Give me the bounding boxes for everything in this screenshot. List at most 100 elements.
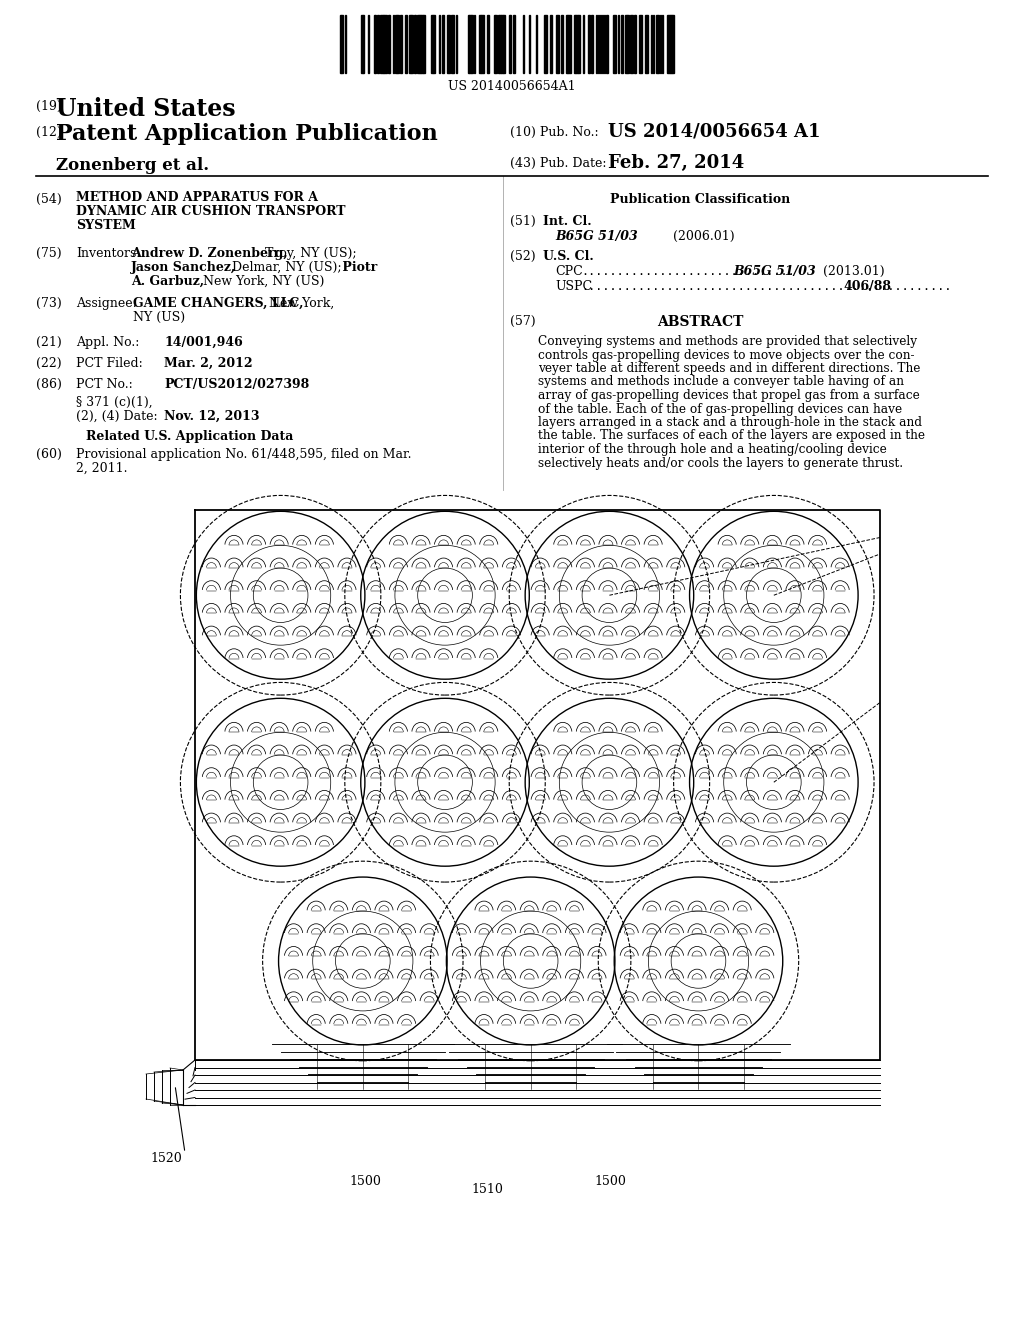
Text: Int. Cl.: Int. Cl. (543, 215, 592, 228)
Text: (10) Pub. No.:: (10) Pub. No.: (510, 125, 599, 139)
Bar (630, 15, 633, 73)
Text: Andrew D. Zonenberg,: Andrew D. Zonenberg, (131, 247, 288, 260)
Text: ..............................: .............................. (581, 265, 795, 279)
Text: systems and methods include a conveyer table having of an: systems and methods include a conveyer t… (538, 375, 904, 388)
Text: Piotr: Piotr (338, 261, 377, 275)
Text: B65G 51/03: B65G 51/03 (555, 230, 638, 243)
Text: US 2014/0056654 A1: US 2014/0056654 A1 (608, 123, 820, 141)
Text: array of gas-propelling devices that propel gas from a surface: array of gas-propelling devices that pro… (538, 389, 920, 403)
Bar (575, 15, 578, 73)
Bar (433, 15, 435, 73)
Text: B65G 51/03: B65G 51/03 (733, 265, 816, 279)
Bar (499, 15, 501, 73)
Text: (86): (86) (36, 378, 61, 391)
Text: CPC: CPC (555, 265, 583, 279)
Text: (2), (4) Date:: (2), (4) Date: (76, 411, 158, 422)
Bar (417, 15, 419, 73)
Bar (556, 15, 559, 73)
Bar (431, 15, 433, 73)
Bar (487, 15, 489, 73)
Text: 1510: 1510 (471, 1183, 503, 1196)
Bar (400, 15, 402, 73)
Bar (423, 15, 425, 73)
Text: § 371 (c)(1),: § 371 (c)(1), (76, 396, 153, 409)
Text: Patent Application Publication: Patent Application Publication (56, 123, 437, 145)
Text: Zonenberg et al.: Zonenberg et al. (56, 157, 209, 174)
Text: DYNAMIC AIR CUSHION TRANSPORT: DYNAMIC AIR CUSHION TRANSPORT (76, 205, 345, 218)
Text: (19): (19) (36, 100, 61, 114)
Bar (411, 15, 413, 73)
Bar (550, 15, 552, 73)
Text: New York,: New York, (265, 297, 334, 310)
Text: A. Garbuz,: A. Garbuz, (131, 275, 204, 288)
Text: PCT/US2012/027398: PCT/US2012/027398 (164, 378, 309, 391)
Bar (639, 15, 642, 73)
Text: METHOD AND APPARATUS FOR A: METHOD AND APPARATUS FOR A (76, 191, 318, 205)
Text: 406/88: 406/88 (843, 280, 891, 293)
Bar (667, 15, 670, 73)
Bar (645, 15, 648, 73)
Bar (384, 15, 387, 73)
Text: Assignee:: Assignee: (76, 297, 137, 310)
Text: Provisional application No. 61/448,595, filed on Mar.: Provisional application No. 61/448,595, … (76, 447, 412, 461)
Text: layers arranged in a stack and a through-hole in the stack and: layers arranged in a stack and a through… (538, 416, 922, 429)
Bar (501, 15, 503, 73)
Text: 1520: 1520 (150, 1151, 181, 1164)
Text: New York, NY (US): New York, NY (US) (199, 275, 325, 288)
Bar (380, 15, 383, 73)
Text: 1500: 1500 (349, 1175, 381, 1188)
Text: the table. The surfaces of each of the layers are exposed in the: the table. The surfaces of each of the l… (538, 429, 925, 442)
Text: (73): (73) (36, 297, 61, 310)
Text: SYSTEM: SYSTEM (76, 219, 136, 232)
Bar (613, 15, 616, 73)
Bar (578, 15, 580, 73)
Text: ....................................................: ........................................… (581, 280, 951, 293)
Bar (361, 15, 362, 73)
Text: Delmar, NY (US);: Delmar, NY (US); (228, 261, 342, 275)
Bar (341, 15, 343, 73)
Text: Nov. 12, 2013: Nov. 12, 2013 (164, 411, 259, 422)
Text: Conveying systems and methods are provided that selectively: Conveying systems and methods are provid… (538, 335, 918, 348)
Text: United States: United States (56, 96, 236, 121)
Text: controls gas-propelling devices to move objects over the con-: controls gas-propelling devices to move … (538, 348, 914, 362)
Text: 1500: 1500 (594, 1175, 626, 1188)
Text: selectively heats and/or cools the layers to generate thrust.: selectively heats and/or cools the layer… (538, 457, 903, 470)
Bar (481, 15, 484, 73)
Bar (421, 15, 423, 73)
Text: Troy, NY (US);: Troy, NY (US); (261, 247, 356, 260)
Text: PCT No.:: PCT No.: (76, 378, 133, 391)
Text: (54): (54) (36, 193, 61, 206)
Bar (495, 15, 497, 73)
Text: Jason Sanchez,: Jason Sanchez, (131, 261, 237, 275)
Text: GAME CHANGERS, LLC,: GAME CHANGERS, LLC, (133, 297, 303, 310)
Text: U.S. Cl.: U.S. Cl. (543, 249, 594, 263)
Text: (2013.01): (2013.01) (823, 265, 885, 279)
Bar (656, 15, 659, 73)
Text: (51): (51) (510, 215, 536, 228)
Bar (447, 15, 450, 73)
Bar (625, 15, 627, 73)
Bar (672, 15, 674, 73)
Bar (397, 15, 399, 73)
Bar (469, 15, 471, 73)
Text: PCT Filed:: PCT Filed: (76, 356, 142, 370)
Bar (621, 15, 623, 73)
Bar (395, 15, 397, 73)
Text: (52): (52) (510, 249, 536, 263)
Bar (561, 15, 563, 73)
Bar (503, 15, 505, 73)
Text: (12): (12) (36, 125, 61, 139)
Bar (377, 15, 379, 73)
Bar (479, 15, 481, 73)
Bar (544, 15, 547, 73)
Text: Feb. 27, 2014: Feb. 27, 2014 (608, 154, 744, 172)
Bar (451, 15, 454, 73)
Bar (442, 15, 444, 73)
Text: 14/001,946: 14/001,946 (164, 337, 243, 348)
Text: interior of the through hole and a heating/cooling device: interior of the through hole and a heati… (538, 444, 887, 455)
Bar (627, 15, 629, 73)
Text: veyer table at different speeds and in different directions. The: veyer table at different speeds and in d… (538, 362, 921, 375)
Text: (57): (57) (510, 315, 536, 327)
Text: Mar. 2, 2012: Mar. 2, 2012 (164, 356, 253, 370)
Text: NY (US): NY (US) (133, 312, 185, 323)
